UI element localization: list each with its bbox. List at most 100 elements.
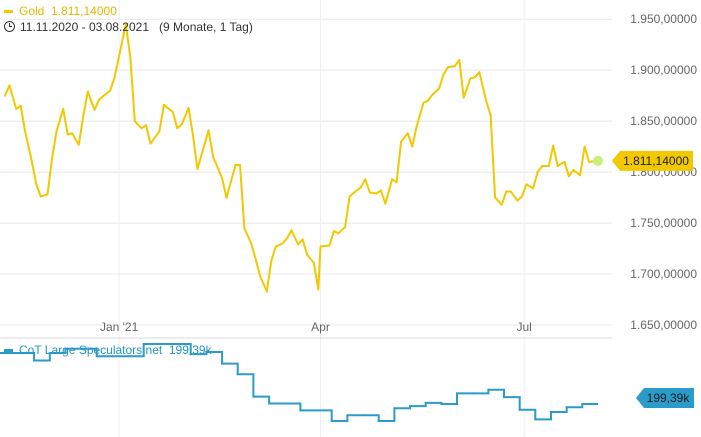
date-range: 11.11.2020 - 03.08.2021: [20, 20, 149, 34]
gold-point: [133, 120, 136, 123]
gold-point: [332, 230, 335, 233]
gold-point: [203, 144, 206, 147]
gold-point: [290, 229, 293, 232]
gold-point: [191, 134, 194, 137]
gold-point: [319, 245, 322, 248]
gold-point: [458, 58, 461, 61]
gold-legend-value: 1.811,14000: [51, 4, 117, 18]
gold-point: [442, 73, 445, 76]
gold-point: [39, 195, 42, 198]
cot-last-value-label: 199,39k: [647, 391, 691, 405]
cot-point: [503, 396, 506, 399]
gold-point: [572, 169, 575, 172]
gold-point: [411, 145, 414, 148]
gold-point: [547, 164, 550, 167]
gold-point: [473, 76, 476, 79]
gold-point: [328, 244, 331, 247]
gold-y-tick-label: 1.650,00000: [630, 318, 697, 332]
gold-point: [176, 127, 179, 130]
cot-point: [205, 350, 208, 353]
gold-point: [62, 107, 65, 110]
cot-point: [456, 392, 459, 395]
gold-point: [509, 190, 512, 193]
gold-point: [494, 196, 497, 199]
cot-legend-name: CoT Large Speculators net: [19, 343, 163, 357]
gold-point: [144, 124, 147, 127]
gold-point: [66, 133, 69, 136]
cot-point: [221, 362, 224, 365]
cot-legend[interactable]: CoT Large Speculators net 199,39k: [4, 343, 212, 357]
gold-y-tick-label: 1.900,00000: [630, 63, 697, 77]
gold-point: [556, 164, 559, 167]
gold-point: [207, 129, 210, 132]
gold-y-tick-label: 1.750,00000: [630, 216, 697, 230]
cot-point: [565, 406, 568, 409]
cot-net-line: [0, 343, 598, 422]
cot-point: [33, 359, 36, 362]
gold-point: [348, 195, 351, 198]
gold-point: [212, 155, 215, 158]
gold-point: [301, 238, 304, 241]
gold-point: [297, 243, 300, 246]
gold-point: [516, 199, 519, 202]
gold-point-marks: [4, 23, 599, 293]
gold-y-axis: 1.650,000001.700,000001.750,000001.800,0…: [630, 12, 697, 332]
gold-point: [149, 142, 152, 145]
time-range[interactable]: 11.11.2020 - 03.08.2021 (9 Monate, 1 Tag…: [4, 20, 253, 34]
gold-last-point-marker: [593, 155, 603, 166]
gold-point: [532, 187, 535, 190]
gold-point: [312, 261, 315, 264]
gold-point: [180, 123, 183, 126]
x-tick-label: Jul: [516, 320, 531, 334]
cot-point: [487, 388, 490, 391]
cot-point: [80, 347, 83, 350]
gold-point: [19, 104, 22, 107]
cot-point: [330, 420, 333, 422]
gold-point: [4, 94, 6, 97]
gold-point: [563, 160, 566, 163]
gold-point: [489, 114, 492, 117]
cot-point: [518, 408, 521, 411]
cot-point: [283, 402, 286, 405]
cot-point: [550, 410, 553, 413]
gold-point: [274, 245, 277, 248]
gold-point: [259, 275, 262, 278]
cot-point: [268, 402, 271, 405]
gold-point: [462, 96, 465, 99]
gold-point: [86, 90, 89, 93]
gold-point: [35, 183, 38, 186]
cot-point: [158, 343, 161, 345]
cot-legend-value: 199,39k: [168, 343, 212, 357]
gold-point: [196, 168, 199, 171]
gold-point: [234, 163, 237, 166]
gold-point: [379, 189, 382, 192]
gold-point: [384, 202, 387, 205]
cot-point: [111, 355, 114, 358]
gold-point: [50, 157, 53, 160]
cot-point: [95, 355, 98, 358]
gold-point: [395, 181, 398, 184]
gold-point: [520, 195, 523, 198]
range-duration: (9 Monate, 1 Tag): [159, 20, 253, 34]
cot-point: [346, 414, 349, 417]
gold-point: [71, 132, 74, 135]
gold-legend[interactable]: Gold 1.811,14000: [4, 4, 117, 18]
gold-point: [265, 290, 268, 293]
gold-legend-name: Gold: [19, 4, 45, 18]
gold-point: [24, 130, 27, 133]
gold-point: [567, 175, 570, 178]
gold-point: [368, 191, 371, 194]
cot-point: [127, 355, 130, 358]
gold-point: [353, 191, 356, 194]
gold-point: [8, 84, 11, 87]
cot-point: [440, 403, 443, 406]
gold-point: [337, 232, 340, 235]
gold-point: [485, 99, 488, 102]
gold-point: [187, 106, 190, 109]
gold-point: [171, 110, 174, 113]
cot-color-swatch: [4, 349, 13, 353]
gold-point: [46, 193, 49, 196]
gold-point: [109, 89, 112, 92]
cot-point: [534, 418, 537, 421]
cot-last-value-badge: 199,39k: [636, 388, 694, 408]
